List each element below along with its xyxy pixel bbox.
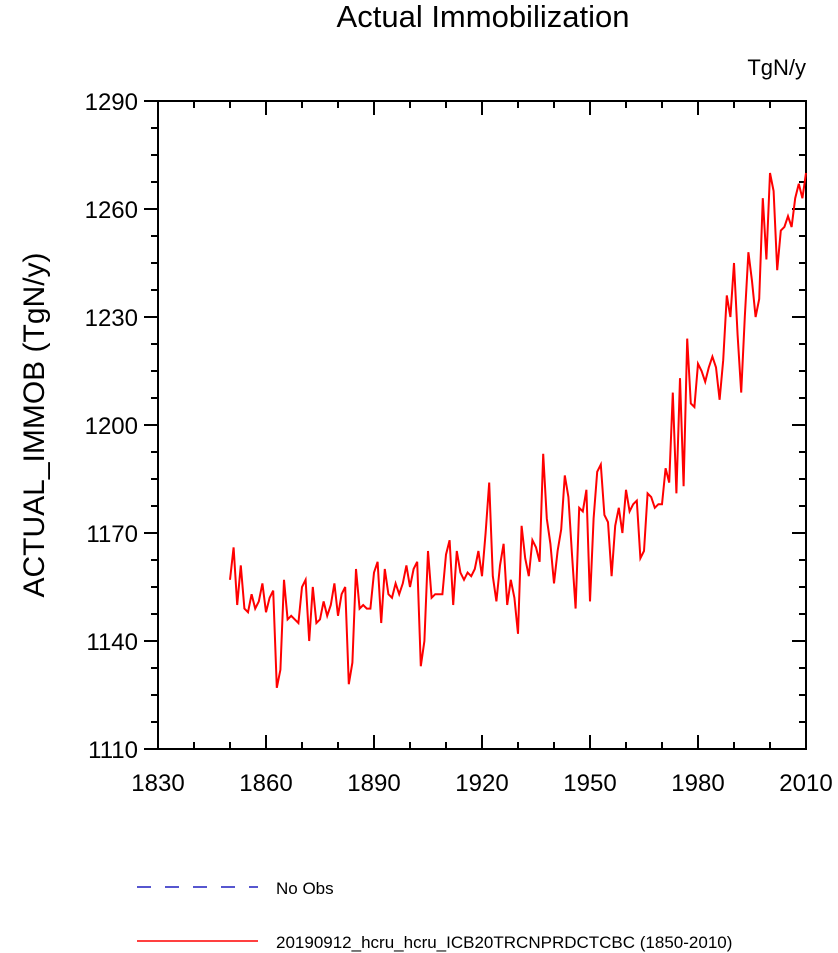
x-tick-label: 1830 [131, 770, 184, 797]
legend: No Obs 20190912_hcru_hcru_ICB20TRCNPRDCT… [137, 879, 732, 952]
legend-label-no-obs: No Obs [276, 879, 334, 898]
legend-label-model-run: 20190912_hcru_hcru_ICB20TRCNPRDCTCBC (18… [276, 933, 732, 952]
y-tick-label: 1140 [86, 629, 138, 656]
units-label: TgN/y [747, 55, 806, 80]
x-tick-label: 1920 [455, 770, 508, 797]
x-tick-label: 2010 [779, 770, 832, 797]
x-tick-label: 1890 [347, 770, 400, 797]
axis-ticks [144, 100, 807, 750]
y-tick-label: 1260 [85, 197, 138, 224]
x-tick-labels: 1830 1860 1890 1920 1950 1980 2010 [131, 770, 832, 797]
chart-title: Actual Immobilization [337, 0, 630, 34]
y-axis-label: ACTUAL_IMMOB (TgN/y) [18, 252, 51, 597]
x-tick-label: 1950 [563, 770, 616, 797]
y-tick-label: 1230 [85, 305, 138, 332]
y-tick-label: 1200 [85, 413, 138, 440]
plot-frame [157, 100, 807, 750]
data-series-line [229, 172, 807, 688]
y-tick-labels: 1110 1140 1170 1200 1230 1260 1290 [85, 89, 138, 764]
x-tick-label: 1860 [239, 770, 292, 797]
y-tick-label: 1110 [88, 737, 138, 764]
y-tick-label: 1170 [86, 521, 138, 548]
x-tick-label: 1980 [671, 770, 724, 797]
y-tick-label: 1290 [85, 89, 138, 116]
